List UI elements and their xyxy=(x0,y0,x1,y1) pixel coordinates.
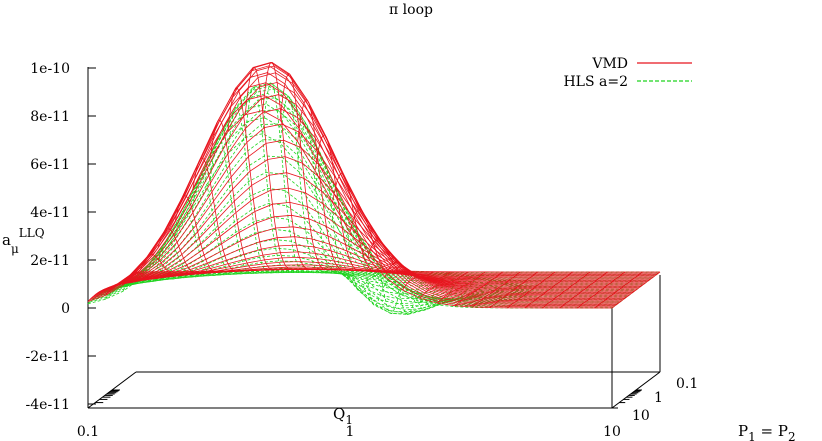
x-axis-ticks: 0.1 1 10 xyxy=(77,389,621,440)
vmd-mesh-line-col xyxy=(367,239,416,276)
chart-title: π loop xyxy=(389,2,433,18)
z-tick-label: 4e-11 xyxy=(30,205,70,221)
hls-mesh-line-col xyxy=(437,271,486,306)
vmd-mesh-line-col xyxy=(174,195,224,273)
hls-mesh-line-col xyxy=(227,106,276,274)
y-tick-label: 10 xyxy=(632,408,650,424)
vmd-mesh-line-row xyxy=(97,62,622,302)
legend: VMD HLS a=2 xyxy=(563,56,692,90)
hls-mesh-line-col xyxy=(209,138,259,274)
vmd-mesh-line-col xyxy=(314,134,364,272)
series-vmd-surface xyxy=(87,61,661,309)
vmd-mesh-line-col xyxy=(384,262,434,278)
vmd-mesh-line-row xyxy=(99,65,624,300)
vmd-mesh-line-col xyxy=(262,61,311,270)
z-tick-label: 8e-11 xyxy=(30,109,70,125)
vmd-mesh-line-col xyxy=(244,66,294,271)
hls-mesh-line-col xyxy=(332,197,381,292)
series-hls-surface xyxy=(87,82,661,315)
vmd-mesh-line-col xyxy=(157,228,207,275)
plot-box xyxy=(87,67,661,409)
vmd-mesh-line-col xyxy=(541,271,591,309)
vmd-mesh-line-col xyxy=(419,271,469,299)
vmd-mesh-line-col xyxy=(524,271,573,309)
z-tick-label: -2e-11 xyxy=(26,349,70,365)
y-tick-label: 0.1 xyxy=(676,376,698,392)
y-axis-label: P1 = P2 xyxy=(738,422,796,441)
vmd-mesh-line-col xyxy=(594,271,643,309)
vmd-mesh-line-col xyxy=(576,271,626,309)
vmd-mesh-line-col xyxy=(192,157,241,272)
z-tick-label: 0 xyxy=(61,301,70,317)
vmd-mesh-line-col xyxy=(402,271,451,291)
hls-mesh-line-col xyxy=(367,258,416,315)
legend-label-vmd: VMD xyxy=(591,56,628,72)
vmd-mesh-line-col xyxy=(122,271,172,286)
vmd-mesh-line-col xyxy=(105,271,154,296)
legend-label-hls: HLS a=2 xyxy=(563,74,628,90)
z-axis-label: aμLLQ xyxy=(2,226,45,256)
hls-mesh-line-col xyxy=(349,231,399,306)
z-tick-label: -4e-11 xyxy=(26,397,70,413)
y-axis-ticks: 0.1 110 xyxy=(612,376,698,424)
hls-mesh-line-col xyxy=(297,122,346,274)
vmd-mesh-line-col xyxy=(209,119,259,271)
vmd-mesh-line-col xyxy=(611,271,661,309)
vmd-mesh-line-col xyxy=(297,99,346,271)
hls-mesh-line-col xyxy=(192,174,241,275)
x-axis-label: Q1 xyxy=(333,405,353,427)
vmd-mesh-line-col xyxy=(332,172,381,273)
vmd-mesh-line-col xyxy=(559,271,608,309)
vmd-mesh-line-col xyxy=(349,209,399,274)
vmd-mesh-line-col xyxy=(437,271,486,304)
vmd-mesh-line-col xyxy=(489,271,538,308)
x-tick-label: 0.1 xyxy=(77,424,99,440)
z-tick-label: 1e-10 xyxy=(30,61,70,77)
vmd-mesh-line-col xyxy=(506,271,556,309)
hls-mesh-line-col xyxy=(244,86,294,274)
x-tick-label: 1 xyxy=(346,424,355,440)
x-tick-label: 10 xyxy=(603,424,621,440)
vmd-mesh-line-col xyxy=(227,87,276,271)
vmd-mesh-line-col xyxy=(472,271,521,308)
vmd-mesh-line-col xyxy=(279,73,329,271)
z-tick-label: 2e-11 xyxy=(30,253,70,269)
vmd-mesh-line-row xyxy=(105,108,630,296)
hls-mesh-line-col xyxy=(262,82,311,274)
y-tick-label: 1 xyxy=(654,390,663,406)
z-tick-label: 6e-11 xyxy=(30,157,70,173)
vmd-mesh-line-col xyxy=(454,271,504,307)
vmd-mesh-line-col xyxy=(140,253,189,277)
hls-mesh-line-col xyxy=(157,240,207,278)
z-axis-ticks: -4e-11 -2e-11 0 2e-11 4e-11 6e-11 8e-11 1e-10 xyxy=(26,61,96,413)
